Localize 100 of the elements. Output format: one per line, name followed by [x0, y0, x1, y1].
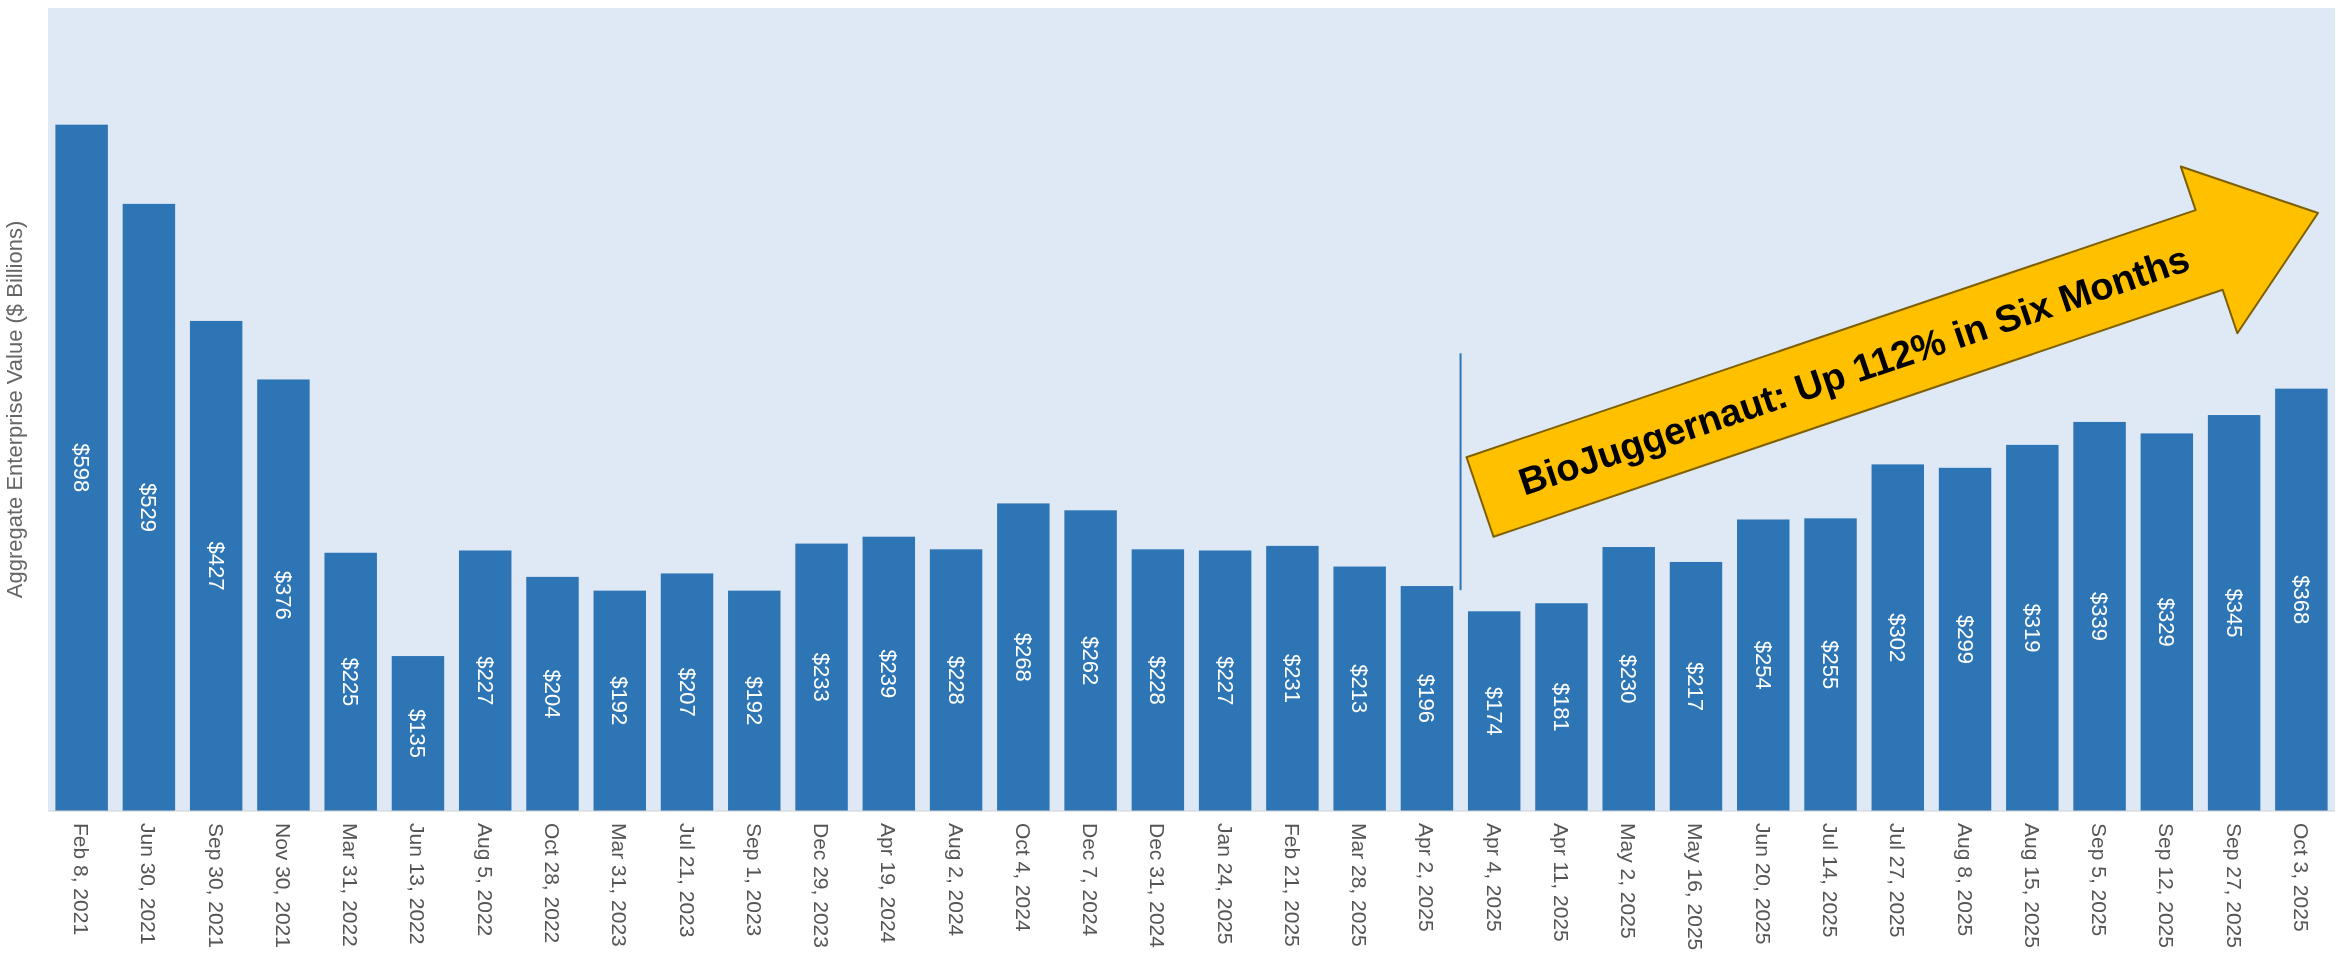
- bar: [593, 590, 646, 811]
- bar: [2006, 444, 2059, 811]
- data-label: $135: [405, 709, 431, 759]
- bar: [122, 203, 176, 811]
- x-tick-label: May 16, 2025: [1684, 823, 1708, 951]
- data-label: $254: [1750, 640, 1776, 690]
- x-tick-label: Mar 31, 2022: [339, 823, 363, 947]
- data-label: $192: [741, 676, 767, 726]
- x-tick-label: Dec 7, 2024: [1079, 823, 1103, 937]
- x-tick-label: Apr 11, 2025: [1549, 823, 1573, 942]
- data-label: $427: [203, 541, 229, 591]
- x-tick-label: Oct 28, 2022: [540, 823, 564, 944]
- x-tick-label: Aug 15, 2025: [2020, 823, 2044, 948]
- bar: [1333, 566, 1386, 811]
- bar: [2140, 433, 2194, 811]
- bar: [257, 379, 310, 811]
- data-label: $302: [1885, 613, 1911, 663]
- bar: [1669, 561, 1723, 811]
- y-axis-title: Aggregate Enterprise Value ($ Billions): [2, 220, 27, 599]
- data-label: $262: [1078, 636, 1104, 686]
- data-label: $345: [2221, 588, 2247, 638]
- x-tick-label: Sep 1, 2023: [742, 823, 766, 937]
- data-label: $192: [607, 676, 633, 726]
- data-label: $255: [1818, 640, 1844, 690]
- bar: [1198, 550, 1252, 811]
- x-tick-label: Oct 3, 2025: [2289, 823, 2313, 932]
- x-tick-label: Jan 24, 2025: [1213, 823, 1237, 945]
- x-tick-label: Sep 27, 2025: [2222, 823, 2246, 948]
- bar: [2073, 421, 2126, 811]
- data-label: $228: [943, 655, 969, 705]
- data-label: $529: [136, 482, 162, 532]
- bar: [1131, 549, 1185, 811]
- data-label: $299: [1952, 614, 1978, 664]
- bar: [1871, 464, 1925, 811]
- x-tick-label: Jun 13, 2022: [406, 823, 430, 945]
- data-label: $227: [472, 656, 498, 706]
- bar: [1737, 519, 1790, 811]
- data-label: $204: [539, 669, 565, 719]
- data-label: $207: [674, 667, 700, 717]
- data-label: $268: [1010, 632, 1036, 682]
- x-tick-label: Apr 19, 2024: [877, 823, 901, 944]
- data-label: $174: [1481, 686, 1507, 736]
- bar: [660, 573, 714, 811]
- data-label: $181: [1548, 682, 1574, 732]
- data-label: $329: [2154, 597, 2180, 647]
- x-tick-label: Sep 12, 2025: [2155, 823, 2179, 948]
- bar: [929, 549, 983, 811]
- x-tick-label: Jul 14, 2025: [1819, 823, 1843, 938]
- bar: [728, 590, 781, 811]
- bar: [526, 576, 579, 811]
- data-label: $230: [1616, 654, 1642, 704]
- x-tick-label: Dec 31, 2024: [1146, 823, 1170, 949]
- data-label: $368: [2288, 575, 2314, 625]
- bar: [458, 550, 512, 811]
- bar: [795, 543, 848, 811]
- x-tick-label: Mar 28, 2025: [1348, 823, 1372, 947]
- bar: [2207, 415, 2261, 811]
- bar: [1467, 611, 1521, 811]
- bar: [391, 656, 445, 811]
- x-tick-label: Jul 21, 2023: [675, 823, 699, 938]
- x-tick-label: Dec 29, 2023: [810, 823, 834, 948]
- data-label: $598: [69, 443, 95, 493]
- data-label: $228: [1145, 655, 1171, 705]
- bar: [997, 503, 1050, 811]
- bar: [1938, 467, 1992, 811]
- x-tick-label: Jul 27, 2025: [1886, 823, 1910, 938]
- x-tick-label: Oct 4, 2024: [1011, 823, 1035, 932]
- x-tick-label: Sep 5, 2025: [2088, 823, 2112, 937]
- x-tick-label: Mar 31, 2023: [608, 823, 632, 947]
- data-label: $239: [876, 649, 902, 699]
- x-tick-label: Sep 30, 2021: [204, 823, 228, 948]
- x-tick-label: Aug 8, 2025: [1953, 823, 1977, 937]
- x-tick-label: Nov 30, 2021: [271, 823, 295, 948]
- data-label: $196: [1414, 674, 1440, 723]
- data-label: $376: [270, 570, 296, 620]
- x-tick-label: Jun 30, 2021: [137, 823, 161, 945]
- x-tick-label: Feb 21, 2025: [1280, 823, 1304, 947]
- bar: [1400, 586, 1454, 811]
- bar: [1804, 518, 1857, 811]
- x-tick-label: Aug 2, 2024: [944, 823, 968, 937]
- bar: [1266, 545, 1319, 811]
- x-tick-label: Apr 2, 2025: [1415, 823, 1439, 932]
- data-label: $231: [1279, 653, 1305, 703]
- bar: [324, 552, 377, 811]
- bar: [1535, 603, 1588, 811]
- x-tick-label: Aug 5, 2022: [473, 823, 497, 937]
- data-label: $319: [2019, 603, 2045, 653]
- x-tick-label: Jun 20, 2025: [1751, 823, 1775, 945]
- data-label: $217: [1683, 662, 1709, 711]
- bar: [1602, 547, 1655, 811]
- data-label: $233: [809, 652, 835, 702]
- data-label: $225: [338, 657, 364, 707]
- x-tick-label: May 2, 2025: [1617, 823, 1641, 939]
- bar: [1064, 510, 1117, 811]
- bar: [2275, 388, 2328, 811]
- bar: [55, 124, 108, 811]
- data-label: $227: [1212, 656, 1238, 706]
- x-tick-label: Feb 8, 2021: [70, 823, 94, 936]
- bar: [189, 320, 243, 811]
- data-label: $213: [1347, 664, 1373, 714]
